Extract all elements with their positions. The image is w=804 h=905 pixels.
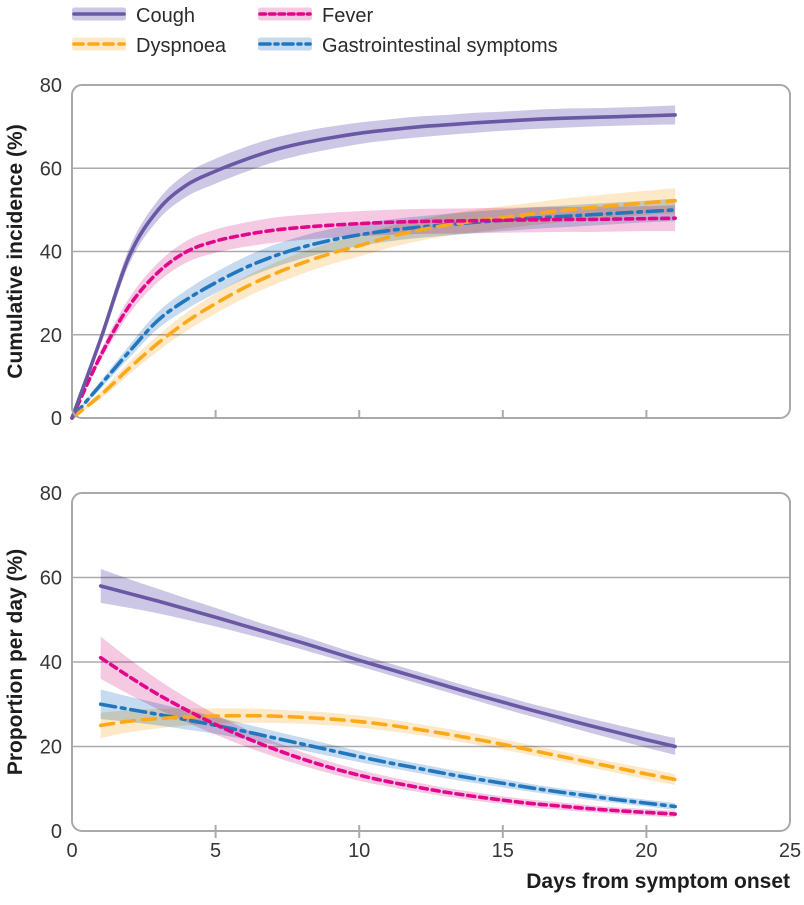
y-tick-label: 40 xyxy=(40,652,62,674)
y-tick-label: 20 xyxy=(40,325,62,347)
x-tick-label: 0 xyxy=(66,840,77,862)
legend-item-cough: Cough xyxy=(72,4,195,28)
y-tick-label: 80 xyxy=(40,75,62,97)
legend-label-gastrointestinal: Gastrointestinal symptoms xyxy=(322,35,558,57)
gi-confidence-band xyxy=(100,689,676,810)
proportion-per-day-chart: 0 20 40 60 80 0 5 10 15 20 25 Proportion per day (%… xyxy=(4,483,801,893)
dyspnoea-swatch-icon xyxy=(72,36,126,56)
x-tick-label: 10 xyxy=(348,840,370,862)
fever-confidence-band xyxy=(72,205,676,418)
y-tick-label: 0 xyxy=(51,821,62,843)
dyspnoea-line xyxy=(98,713,677,782)
fever-line xyxy=(70,216,677,420)
x-axis-label: Days from symptom onset xyxy=(526,870,790,893)
y-tick-label: 40 xyxy=(40,242,62,264)
x-tick-label: 20 xyxy=(635,840,657,862)
plot-border xyxy=(71,84,791,419)
y-tick-label: 20 xyxy=(40,737,62,759)
gastrointestinal-swatch-icon xyxy=(258,36,312,56)
dyspnoea-confidence-band xyxy=(100,708,676,785)
gi-line xyxy=(98,702,677,809)
y-axis-label: Cumulative incidence (%) xyxy=(4,124,27,378)
y-tick-label: 0 xyxy=(51,408,62,430)
y-tick-label: 80 xyxy=(40,483,62,505)
plot-border xyxy=(71,492,791,832)
legend-label-fever: Fever xyxy=(322,5,374,27)
fever-swatch-icon xyxy=(258,6,312,26)
legend-item-gastrointestinal: Gastrointestinal symptoms xyxy=(258,34,558,58)
gi-line xyxy=(70,208,677,420)
y-tick-label: 60 xyxy=(40,158,62,180)
cough-line xyxy=(70,113,677,420)
fever-line xyxy=(98,655,677,816)
legend-item-fever: Fever xyxy=(258,4,373,28)
x-tick-label: 15 xyxy=(492,840,514,862)
cough-line xyxy=(98,584,677,749)
legend-label-dyspnoea: Dyspnoea xyxy=(136,35,227,57)
legend-item-dyspnoea: Dyspnoea xyxy=(72,34,226,58)
y-axis-label: Proportion per day (%) xyxy=(4,549,27,775)
cough-swatch-icon xyxy=(72,6,126,26)
cumulative-incidence-chart: 0 20 40 60 80 Cumulative incidence (%) xyxy=(4,75,791,430)
dyspnoea-line xyxy=(70,198,677,420)
x-tick-label: 25 xyxy=(779,840,801,862)
x-tick-label: 5 xyxy=(210,840,221,862)
legend: Cough Fever Dyspnoea Gastrointestinal sy… xyxy=(0,0,804,64)
y-tick-label: 60 xyxy=(40,568,62,590)
legend-label-cough: Cough xyxy=(136,5,195,27)
